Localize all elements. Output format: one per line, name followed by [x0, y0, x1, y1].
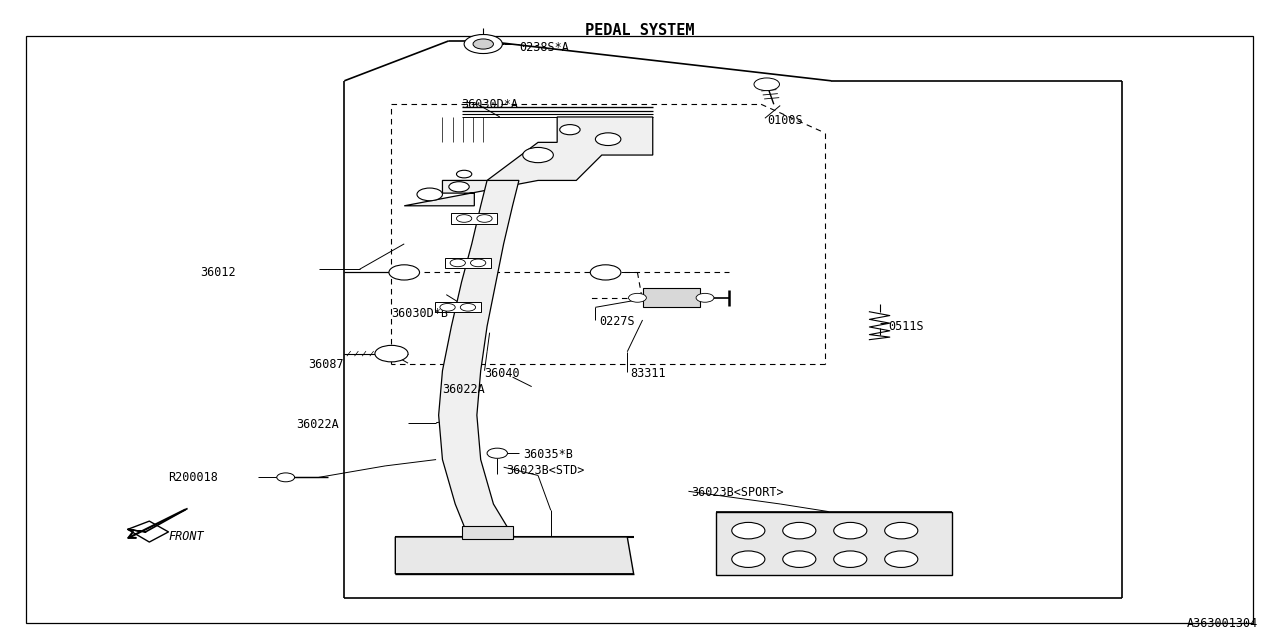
Text: 0100S: 0100S	[768, 114, 803, 127]
Circle shape	[440, 303, 456, 311]
Circle shape	[465, 35, 502, 54]
Text: 36012: 36012	[200, 266, 236, 279]
Text: 36022A: 36022A	[296, 418, 339, 431]
Text: 0238S*A: 0238S*A	[518, 41, 568, 54]
Bar	[717, 511, 952, 575]
Circle shape	[628, 293, 646, 302]
Text: A363001304: A363001304	[1187, 617, 1258, 630]
Text: PEDAL SYSTEM: PEDAL SYSTEM	[585, 23, 695, 38]
Polygon shape	[404, 117, 653, 206]
Text: 36087: 36087	[308, 358, 344, 371]
Circle shape	[833, 551, 867, 568]
Circle shape	[833, 522, 867, 539]
Circle shape	[488, 448, 507, 458]
Circle shape	[417, 188, 443, 201]
Text: 0227S: 0227S	[599, 315, 635, 328]
Circle shape	[449, 182, 470, 192]
Text: 83311: 83311	[630, 367, 666, 380]
Circle shape	[474, 39, 493, 49]
Bar	[445, 258, 492, 268]
Text: 36022A: 36022A	[443, 383, 485, 396]
Bar	[452, 213, 497, 223]
Circle shape	[276, 473, 294, 482]
Text: FRONT: FRONT	[169, 531, 204, 543]
Circle shape	[884, 551, 918, 568]
Circle shape	[471, 259, 486, 267]
Circle shape	[732, 522, 765, 539]
Circle shape	[783, 551, 815, 568]
Circle shape	[754, 78, 780, 91]
Circle shape	[696, 293, 714, 302]
Circle shape	[389, 265, 420, 280]
Bar	[435, 302, 481, 312]
Text: 36023B<SPORT>: 36023B<SPORT>	[691, 486, 783, 499]
Circle shape	[375, 346, 408, 362]
Circle shape	[451, 259, 466, 267]
Circle shape	[783, 522, 815, 539]
Circle shape	[884, 522, 918, 539]
Text: 36035*B: 36035*B	[522, 448, 572, 461]
Text: 36040: 36040	[485, 367, 520, 380]
Circle shape	[595, 133, 621, 145]
Text: 36023B<STD>: 36023B<STD>	[506, 464, 585, 477]
Text: 36030D*A: 36030D*A	[462, 98, 518, 111]
Text: R200018: R200018	[169, 471, 219, 484]
Circle shape	[457, 214, 472, 222]
Circle shape	[457, 170, 472, 178]
Polygon shape	[439, 180, 538, 548]
Text: 0511S: 0511S	[888, 320, 924, 333]
Text: 36030D*B: 36030D*B	[392, 307, 448, 320]
Circle shape	[732, 551, 765, 568]
Circle shape	[590, 265, 621, 280]
Polygon shape	[396, 537, 634, 574]
Circle shape	[559, 125, 580, 135]
Circle shape	[522, 147, 553, 163]
Bar	[462, 526, 512, 539]
Bar	[643, 288, 700, 307]
Circle shape	[461, 303, 476, 311]
Circle shape	[477, 214, 493, 222]
